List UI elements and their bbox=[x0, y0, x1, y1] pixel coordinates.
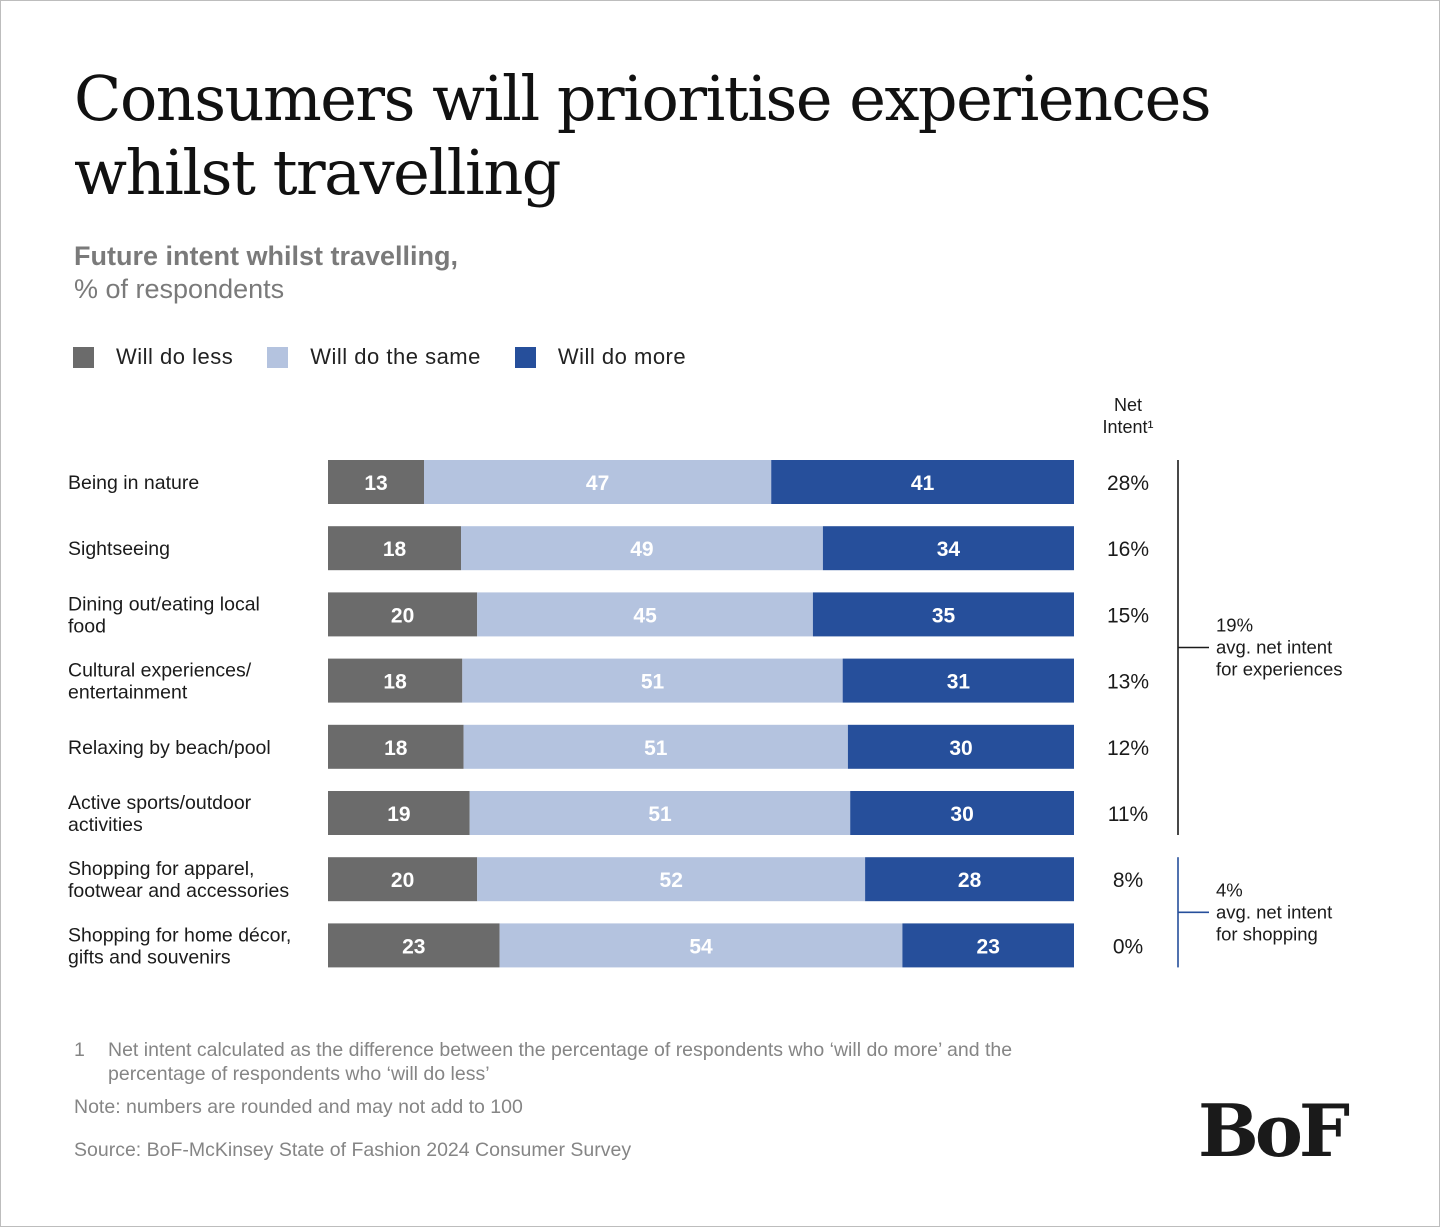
bar-segment-will-do-more-relaxing-by-beach-pool bbox=[847, 724, 1074, 769]
bar-segment-will-do-the-same-active-sports-outdoor-activities bbox=[469, 791, 851, 835]
data-label-will-do-more-active-sports-outdoor-activities: 30 bbox=[950, 803, 973, 826]
category-label-shopping-for-apparel-footwear-and-accessories: Shopping for apparel, footwear and access… bbox=[68, 858, 289, 902]
net-intent-value-dining-out-eating-local-food: 15% bbox=[1107, 604, 1149, 627]
bar-segment-will-do-the-same-being-in-nature bbox=[424, 460, 772, 504]
data-label-will-do-less-relaxing-by-beach-pool: 18 bbox=[384, 737, 408, 760]
data-label-will-do-more-being-in-nature: 41 bbox=[911, 472, 935, 495]
net-intent-value-sightseeing: 16% bbox=[1107, 538, 1149, 561]
data-label-will-do-the-same-shopping-for-apparel-footwear-and-accessories: 52 bbox=[660, 869, 683, 892]
legend-label-less: Will do less bbox=[116, 344, 234, 369]
group-label-shopping: 4% avg. net intent for shopping bbox=[1216, 879, 1332, 944]
legend-swatch-less bbox=[73, 346, 94, 368]
data-label-will-do-less-cultural-experiences-entertainment: 18 bbox=[383, 671, 407, 694]
category-label-being-in-nature: Being in nature bbox=[68, 472, 199, 494]
category-label-cultural-experiences-entertainment: Cultural experiences/entertainment bbox=[68, 660, 252, 704]
net-intent-value-being-in-nature: 28% bbox=[1107, 472, 1149, 495]
data-label-will-do-more-relaxing-by-beach-pool: 30 bbox=[949, 737, 972, 760]
chart-title: Consumers will prioritise experiences wh… bbox=[74, 62, 1212, 209]
bar-segment-will-do-more-sightseeing bbox=[822, 526, 1074, 571]
data-label-will-do-the-same-being-in-nature: 47 bbox=[586, 472, 609, 495]
data-label-will-do-the-same-cultural-experiences-entertainment: 51 bbox=[641, 671, 665, 694]
net-intent-value-shopping-for-apparel-footwear-and-accessories: 8% bbox=[1113, 869, 1143, 892]
chart-subtitle: Future intent whilst travelling, % of re… bbox=[74, 240, 458, 306]
data-label-will-do-more-shopping-for-apparel-footwear-and-accessories: 28 bbox=[958, 869, 982, 892]
data-label-will-do-the-same-sightseeing: 49 bbox=[630, 538, 653, 561]
data-label-will-do-less-sightseeing: 18 bbox=[383, 538, 407, 561]
footnote-text: Net intent calculated as the difference … bbox=[108, 1039, 1013, 1085]
data-label-will-do-more-sightseeing: 34 bbox=[937, 538, 961, 561]
bar-segment-will-do-less-being-in-nature bbox=[328, 460, 424, 504]
data-label-will-do-less-dining-out-eating-local-food: 20 bbox=[391, 604, 414, 627]
category-label-active-sports-outdoor-activities: Active sports/outdoor activities bbox=[68, 792, 252, 836]
net-intent-value-relaxing-by-beach-pool: 12% bbox=[1107, 737, 1149, 760]
legend-swatch-same bbox=[267, 346, 289, 368]
footnote-number: 1 bbox=[74, 1039, 85, 1061]
data-label-will-do-the-same-relaxing-by-beach-pool: 51 bbox=[644, 737, 668, 760]
data-label-will-do-less-being-in-nature: 13 bbox=[364, 472, 387, 495]
bar-segment-will-do-less-shopping-for-apparel-footwear-and-accessories bbox=[328, 857, 478, 902]
bar-segment-will-do-less-sightseeing bbox=[328, 526, 461, 571]
subtitle-unit: % of respondents bbox=[74, 274, 285, 304]
source-note: Source: BoF-McKinsey State of Fashion 20… bbox=[74, 1139, 632, 1161]
bar-segment-will-do-the-same-dining-out-eating-local-food bbox=[477, 592, 813, 637]
category-label-sightseeing: Sightseeing bbox=[68, 538, 170, 560]
bar-segment-will-do-more-dining-out-eating-local-food bbox=[812, 592, 1074, 637]
bar-segment-will-do-the-same-shopping-for-home-d-cor-gifts-and-souvenirs bbox=[499, 923, 903, 968]
data-label-will-do-the-same-active-sports-outdoor-activities: 51 bbox=[648, 803, 672, 826]
legend-label-more: Will do more bbox=[557, 344, 687, 369]
category-label-relaxing-by-beach-pool: Relaxing by beach/pool bbox=[68, 737, 271, 759]
bar-segment-will-do-less-relaxing-by-beach-pool bbox=[328, 724, 464, 769]
data-label-will-do-more-shopping-for-home-d-cor-gifts-and-souvenirs: 23 bbox=[977, 935, 1000, 958]
bar-segment-will-do-less-dining-out-eating-local-food bbox=[328, 592, 478, 637]
legend-swatch-more bbox=[514, 346, 536, 368]
legend-item-more: Will do more bbox=[514, 344, 687, 370]
bar-segment-will-do-less-active-sports-outdoor-activities bbox=[328, 791, 470, 835]
bar-segment-will-do-less-shopping-for-home-d-cor-gifts-and-souvenirs bbox=[328, 923, 500, 968]
data-label-will-do-the-same-shopping-for-home-d-cor-gifts-and-souvenirs: 54 bbox=[689, 935, 713, 958]
bar-segment-will-do-the-same-relaxing-by-beach-pool bbox=[463, 724, 848, 769]
bof-logo: BoF bbox=[1198, 1090, 1354, 1173]
category-label-shopping-for-home-d-cor-gifts-and-souvenirs: Shopping for home décor, gifts and souven… bbox=[68, 924, 291, 968]
data-label-will-do-more-dining-out-eating-local-food: 35 bbox=[932, 604, 956, 627]
bar-segment-will-do-the-same-cultural-experiences-entertainment bbox=[462, 658, 843, 703]
net-intent-header-line2: Intent¹ bbox=[1102, 417, 1153, 437]
data-label-will-do-more-cultural-experiences-entertainment: 31 bbox=[947, 671, 971, 694]
bar-segment-will-do-more-being-in-nature bbox=[771, 460, 1074, 504]
bar-segment-will-do-more-active-sports-outdoor-activities bbox=[850, 791, 1074, 835]
subtitle-main: Future intent whilst travelling, bbox=[74, 241, 459, 271]
data-label-will-do-less-active-sports-outdoor-activities: 19 bbox=[387, 803, 410, 826]
bar-segment-will-do-the-same-sightseeing bbox=[461, 526, 823, 571]
group-label-experiences: 19% avg. net intent for experiences bbox=[1216, 615, 1342, 680]
legend-item-same: Will do the same bbox=[267, 344, 481, 370]
net-intent-value-shopping-for-home-d-cor-gifts-and-souvenirs: 0% bbox=[1113, 935, 1143, 958]
bof-logo-text: BoF bbox=[1198, 1090, 1350, 1173]
data-label-will-do-less-shopping-for-apparel-footwear-and-accessories: 20 bbox=[391, 869, 414, 892]
net-intent-header-line1: Net bbox=[1114, 395, 1142, 415]
bar-segment-will-do-more-cultural-experiences-entertainment bbox=[842, 658, 1074, 703]
legend-label-same: Will do the same bbox=[310, 344, 481, 369]
category-label-dining-out-eating-local-food: Dining out/eating local food bbox=[68, 593, 260, 637]
net-intent-value-active-sports-outdoor-activities: 11% bbox=[1108, 803, 1148, 826]
bar-segment-will-do-the-same-shopping-for-apparel-footwear-and-accessories bbox=[477, 857, 866, 902]
data-label-will-do-less-shopping-for-home-d-cor-gifts-and-souvenirs: 23 bbox=[402, 935, 425, 958]
legend-item-less: Will do less bbox=[73, 344, 233, 370]
bar-segment-will-do-less-cultural-experiences-entertainment bbox=[328, 658, 463, 703]
bar-segment-will-do-more-shopping-for-apparel-footwear-and-accessories bbox=[865, 857, 1074, 902]
bar-segment-will-do-more-shopping-for-home-d-cor-gifts-and-souvenirs bbox=[902, 923, 1074, 968]
net-intent-value-cultural-experiences-entertainment: 13% bbox=[1107, 671, 1149, 694]
rounding-note: Note: numbers are rounded and may not ad… bbox=[74, 1096, 523, 1118]
legend: Will do less Will do the same Will do mo… bbox=[73, 342, 720, 372]
data-label-will-do-the-same-dining-out-eating-local-food: 45 bbox=[633, 604, 657, 627]
